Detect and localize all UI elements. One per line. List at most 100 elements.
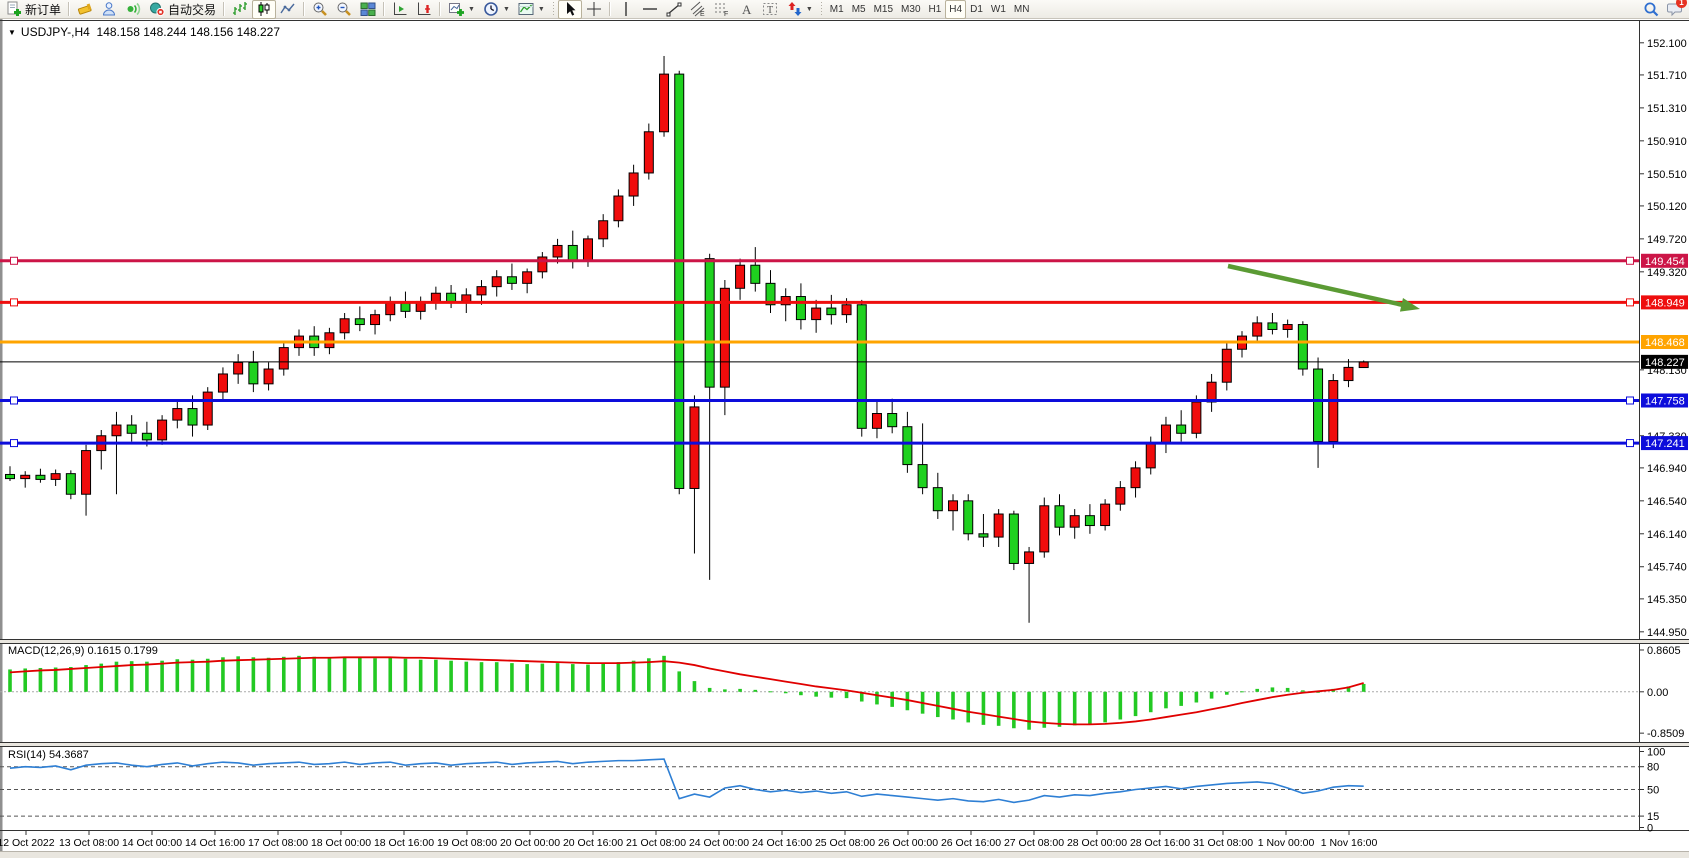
candle-body-down [765,282,776,306]
candle-body-up [613,195,624,222]
timeframe-button-d1[interactable]: D1 [966,0,987,19]
macd-bar [418,659,423,692]
toolbar-button-autotrading[interactable]: 自动交易 [145,0,220,19]
macd-bar [890,691,894,707]
toolbar-button-line-chart[interactable] [276,0,300,19]
chevron-down-icon[interactable]: ▼ [805,5,813,13]
candle-body-up [841,304,852,316]
timeframe-button-h4[interactable]: H4 [945,0,967,19]
line-drag-handle[interactable] [10,396,18,405]
toolbar-button-notifications[interactable]: 1 [1663,0,1687,19]
rsi-line [9,758,1364,804]
candle-body-down [65,473,76,495]
candle-body-down [506,276,517,284]
rsi-axis-label: 80 [1647,762,1659,774]
pane-separator[interactable] [0,639,1689,644]
button-label: 自动交易 [168,2,217,17]
price-axis-label: 149.720 [1647,234,1687,246]
toolbar-button-trendline[interactable] [662,0,686,19]
price-line-badge [1641,393,1688,408]
candle-body-up [278,347,289,370]
timeframe-button-mn[interactable]: MN [1010,0,1034,19]
toolbar-button-templates[interactable]: ▼ [514,0,549,19]
macd-axis-label: 0.00 [1647,687,1668,699]
candle-body-up [1100,503,1111,527]
toolbar-button-text-label[interactable]: T [758,0,782,19]
toolbar-button-zoom-out[interactable] [332,0,356,19]
toolbar-button-crosshair[interactable] [582,0,606,19]
macd-bar [23,668,28,692]
candle-body-up [324,332,335,349]
timeframe-button-m15[interactable]: M15 [870,0,897,19]
timeframe-button-m5[interactable]: M5 [848,0,870,19]
candle-body-up [1252,322,1263,337]
macd-bar [936,691,940,718]
toolbar-button-tile-windows[interactable] [356,0,380,19]
macd-bar [99,663,104,692]
candle-body-up [1115,487,1126,505]
toolbar-button-cursor[interactable] [557,0,582,19]
toolbar-button-vertical-line[interactable] [614,0,638,19]
line-drag-handle[interactable] [1626,396,1634,405]
timeframe-button-h1[interactable]: H1 [925,0,946,19]
candles-icon [256,1,272,17]
candle-body-down [126,424,137,434]
macd-bar [1057,691,1062,727]
main-toolbar: 新订单 自动交易 ▼ ▼ ▼ E F A T ▼ M1 M5 M15 M30 H1 H4 D1 W1 MN 1 [0,0,1689,19]
timeframe-button-m30[interactable]: M30 [897,0,924,19]
macd-bar [981,691,986,725]
toolbar-button-profiles[interactable] [97,0,121,19]
chevron-down-icon[interactable]: ▼ [537,5,545,13]
timeframe-button-w1[interactable]: W1 [987,0,1010,19]
macd-bar [829,691,834,698]
toolbar-button-horizontal-line[interactable] [638,0,662,19]
pane-separator[interactable] [0,742,1689,747]
toolbar-button-candlestick-chart[interactable] [252,0,277,19]
line-drag-handle[interactable] [1626,256,1634,265]
line-drag-handle[interactable] [10,256,18,265]
chevron-down-icon[interactable]: ▼ [502,5,510,13]
rsi-axis-label: 0 [1647,823,1653,835]
candle-body-up [1039,505,1050,553]
macd-bar [1301,690,1305,692]
candle-body-up [385,302,396,316]
toolbar-button-fibonacci[interactable]: F [710,0,734,19]
toolbar-button-equidistant-channel[interactable]: E [686,0,710,19]
toolbar-button-chart-shift[interactable] [388,0,412,19]
line-drag-handle[interactable] [10,439,18,448]
toolbar-button-arrows[interactable]: ▼ [782,0,817,19]
toolbar-button-new-chart[interactable]: ▼ [444,0,479,19]
macd-bar [525,664,529,692]
trend-arrow-shaft[interactable] [1227,263,1413,310]
candle-body-down [750,264,761,284]
toolbar-button-auto-scroll[interactable] [412,0,436,19]
macd-bar [1088,691,1092,725]
trendline-icon [666,1,682,17]
timeframe-button-m1[interactable]: M1 [826,0,848,19]
candle-body-up [217,373,228,393]
toolbar-button-styler[interactable] [73,0,97,19]
line-drag-handle[interactable] [1626,439,1634,448]
toolbar-button-search[interactable] [1639,0,1663,19]
candle-body-up [50,473,61,480]
toolbar-button-periods[interactable]: ▼ [479,0,514,19]
button-label: M30 [901,3,921,15]
macd-bar [373,658,377,692]
chevron-down-icon[interactable]: ▼ [468,5,475,13]
line-drag-handle[interactable] [1626,298,1634,307]
macd-bar [1118,691,1123,720]
toolbar-button-zoom-in[interactable] [308,0,332,19]
price-axis-label: 151.710 [1647,70,1687,82]
toolbar-button-text[interactable]: A [734,0,758,19]
macd-bar [1027,691,1031,730]
price-line-badge [1641,253,1688,268]
candle-body-down [400,302,411,312]
trend-arrow-head-icon[interactable] [1399,298,1422,316]
toolbar-separator [68,2,71,16]
toolbar-button-signals[interactable] [121,0,145,19]
toolbar-button-bar-chart[interactable] [228,0,252,19]
price-line-badge-value: 148.227 [1645,357,1685,369]
line-drag-handle[interactable] [10,298,18,307]
toolbar-button-new-order[interactable]: 新订单 [2,0,65,19]
